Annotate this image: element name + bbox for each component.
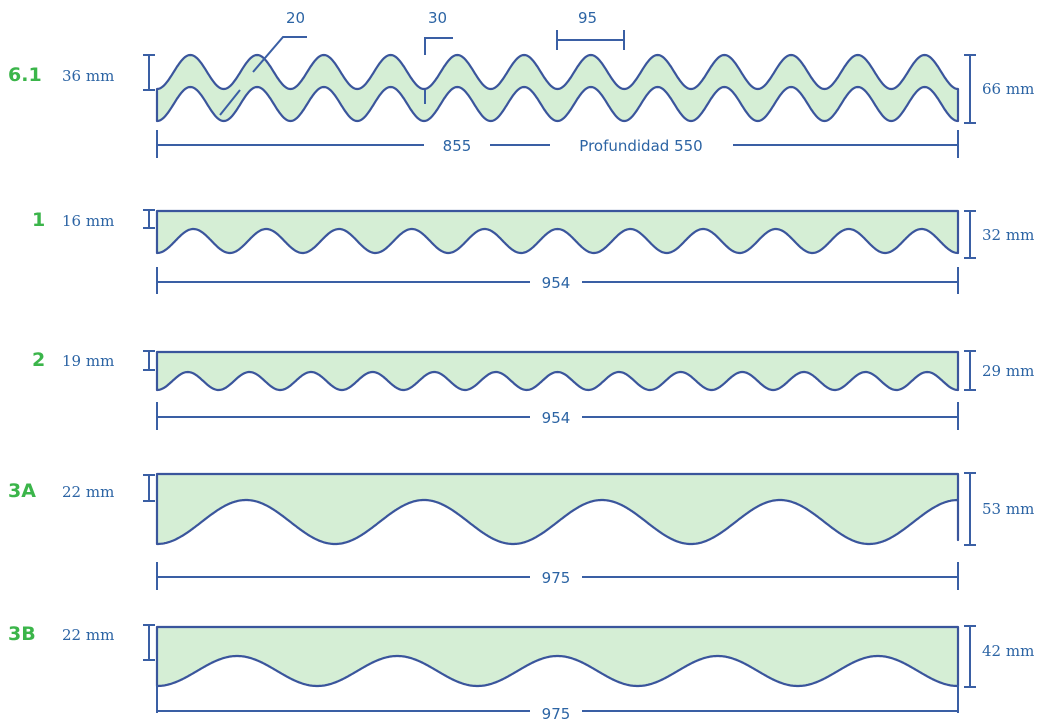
right-height-6-1: 66 mm [982,80,1034,98]
profile-1: 1 16 mm 32 mm 954 [32,209,1034,294]
profile-code-1: 1 [32,209,45,231]
right-height-bracket [964,625,976,688]
sheet-profile-2 [155,350,960,392]
profile-6-1: 6.1 36 mm 66 mm 20 30 95 855 Profundidad… [8,9,1034,158]
width-label-6-1: 855 [443,137,472,155]
gap-label: 30 [428,9,447,27]
gap-marker [424,37,453,55]
pitch-label: 95 [578,9,597,27]
sheet-profile-3b [155,625,960,688]
width-label-2: 954 [542,409,571,427]
thickness-label: 20 [286,9,305,27]
thickness-leader-line [252,36,307,73]
right-height-3a: 53 mm [982,500,1034,518]
left-height-bracket [143,624,155,661]
pitch-bracket [556,30,625,50]
left-height-1: 16 mm [62,212,114,230]
width-label-1: 954 [542,274,571,292]
profile-2: 2 19 mm 29 mm 954 [32,349,1034,430]
left-height-bracket [143,350,155,371]
wavy-sheet-profile-6-1 [155,53,960,123]
width-label-3a: 975 [542,569,571,587]
left-height-3b: 22 mm [62,626,114,644]
right-height-2: 29 mm [982,362,1034,380]
depth-label-6-1: Profundidad 550 [579,137,702,155]
sheet-profile-3a [155,472,960,546]
width-dimension-line [156,130,959,158]
right-height-3b: 42 mm [982,642,1034,660]
left-height-bracket [143,209,155,229]
profile-code-2: 2 [32,349,45,371]
left-height-6-1: 36 mm [62,67,114,85]
right-height-bracket [964,54,976,124]
profile-code-3a: 3A [8,480,36,502]
left-height-2: 19 mm [62,352,114,370]
right-height-1: 32 mm [982,226,1034,244]
profile-3b: 3B 22 mm 42 mm 975 [8,623,1034,722]
profile-3a: 3A 22 mm 53 mm 975 [8,472,1034,590]
width-dimension-line [156,685,959,713]
left-height-bracket [143,54,155,91]
width-dimension-line [156,402,959,430]
thickness-leader-line-lower [219,89,241,116]
right-height-bracket [964,350,976,391]
left-height-bracket [143,474,155,502]
width-dimension-line [156,562,959,590]
width-label-3b: 975 [542,705,571,722]
profile-code-3b: 3B [8,623,36,645]
right-height-bracket [964,472,976,546]
right-height-bracket [964,210,976,259]
sheet-profile-1 [155,209,960,255]
left-height-3a: 22 mm [62,483,114,501]
width-dimension-line [156,267,959,294]
profile-code-6-1: 6.1 [8,64,42,86]
